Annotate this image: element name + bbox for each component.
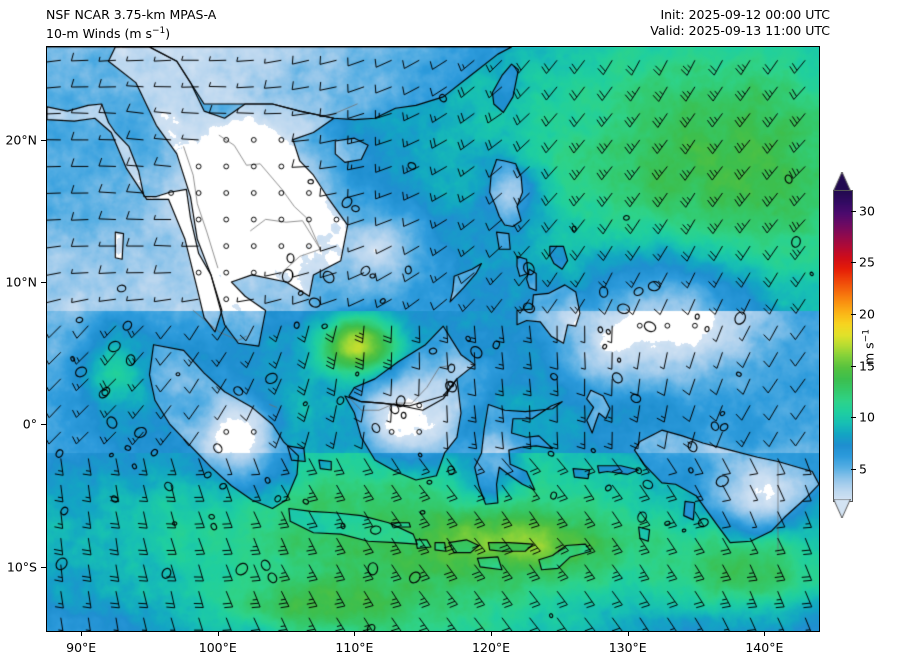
x-tick-label: 140°E bbox=[745, 640, 784, 655]
y-tick-label: 10°N bbox=[5, 274, 37, 290]
colorbar-tickmark bbox=[851, 210, 856, 212]
y-tickmark bbox=[41, 139, 46, 141]
x-tick-label: 120°E bbox=[472, 640, 511, 655]
y-tick-label: 10°S bbox=[6, 559, 37, 575]
x-tick-label: 90°E bbox=[66, 640, 97, 655]
colorbar-tick-label: 25 bbox=[859, 254, 875, 270]
x-tickmark bbox=[764, 631, 766, 636]
forecast-time-block: Init: 2025-09-12 00:00 UTC Valid: 2025-0… bbox=[650, 7, 830, 39]
y-tick-label: 0° bbox=[22, 416, 37, 432]
x-tick-label: 100°E bbox=[198, 640, 237, 655]
colorbar: 5 10 15 20 25 30 bbox=[833, 172, 875, 518]
x-tick-label: 110°E bbox=[335, 640, 374, 655]
colorbar-top-extend-arrow bbox=[833, 172, 851, 191]
colorbar-gradient bbox=[833, 190, 853, 502]
field-title: 10-m Winds (m s−1) bbox=[46, 26, 171, 42]
colorbar-tickmark bbox=[851, 469, 856, 470]
y-tickmark bbox=[41, 424, 46, 426]
y-tickmark bbox=[41, 282, 46, 284]
x-tickmark bbox=[81, 631, 83, 636]
model-title: NSF NCAR 3.75-km MPAS-A bbox=[46, 7, 217, 22]
y-tickmark bbox=[41, 566, 46, 568]
colorbar-tickmark bbox=[851, 417, 856, 419]
y-tick-label: 20°N bbox=[5, 132, 37, 148]
colorbar-tickmark bbox=[851, 314, 856, 315]
colorbar-tickmark bbox=[851, 365, 856, 367]
figure-title-block: NSF NCAR 3.75-km MPAS-A 10-m Winds (m s−… bbox=[46, 7, 216, 42]
x-tickmark bbox=[627, 631, 629, 636]
x-tickmark bbox=[491, 631, 493, 636]
colorbar-tick-label: 30 bbox=[859, 203, 875, 219]
valid-time-label: Valid: 2025-09-13 11:00 UTC bbox=[650, 23, 830, 38]
colorbar-tick-label: 20 bbox=[859, 306, 875, 322]
colorbar-tick-label: 15 bbox=[859, 358, 875, 374]
colorbar-tick-label: 5 bbox=[859, 461, 867, 477]
colorbar-title: m s−1 bbox=[861, 329, 877, 365]
x-tickmark bbox=[217, 631, 219, 636]
wind-speed-map bbox=[46, 46, 820, 632]
wind-barb-overlay bbox=[47, 47, 819, 631]
colorbar-tick-label: 10 bbox=[859, 409, 875, 425]
colorbar-bottom-extend-arrow bbox=[833, 499, 851, 518]
x-tick-label: 130°E bbox=[608, 640, 647, 655]
colorbar-tickmark bbox=[851, 262, 856, 264]
x-tickmark bbox=[354, 631, 356, 636]
init-time-label: Init: 2025-09-12 00:00 UTC bbox=[660, 7, 830, 22]
